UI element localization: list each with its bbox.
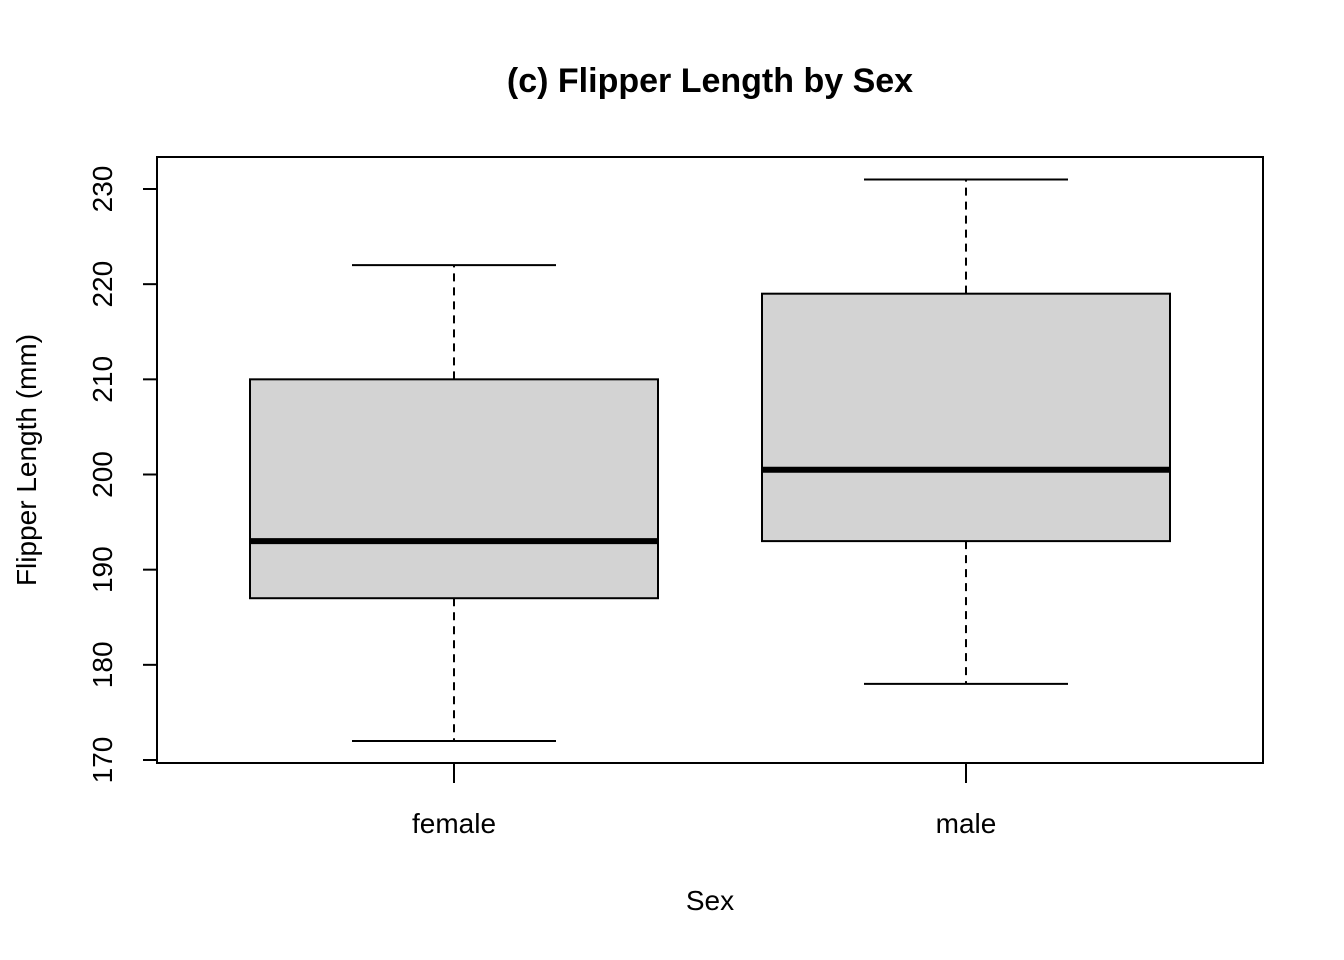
y-axis: 170 180 190 200 210 220 230: [87, 166, 158, 784]
y-tick-label: 170: [87, 737, 118, 784]
y-tick-label: 210: [87, 356, 118, 403]
y-tick-label: 230: [87, 166, 118, 213]
chart-title: (c) Flipper Length by Sex: [507, 62, 913, 100]
box-female: [249, 264, 659, 742]
y-tick-label: 220: [87, 261, 118, 308]
x-tick-label: male: [936, 808, 997, 839]
x-axis: female male: [412, 763, 996, 839]
x-axis-title: Sex: [686, 885, 734, 916]
y-tick-label: 200: [87, 451, 118, 498]
box-series: [249, 178, 1171, 742]
iqr-box: [761, 292, 1171, 543]
x-tick-label: female: [412, 808, 496, 839]
y-axis-title: Flipper Length (mm): [11, 334, 42, 586]
y-tick-label: 180: [87, 641, 118, 688]
iqr-box: [249, 378, 659, 600]
y-tick-label: 190: [87, 546, 118, 593]
box-male: [761, 178, 1171, 685]
